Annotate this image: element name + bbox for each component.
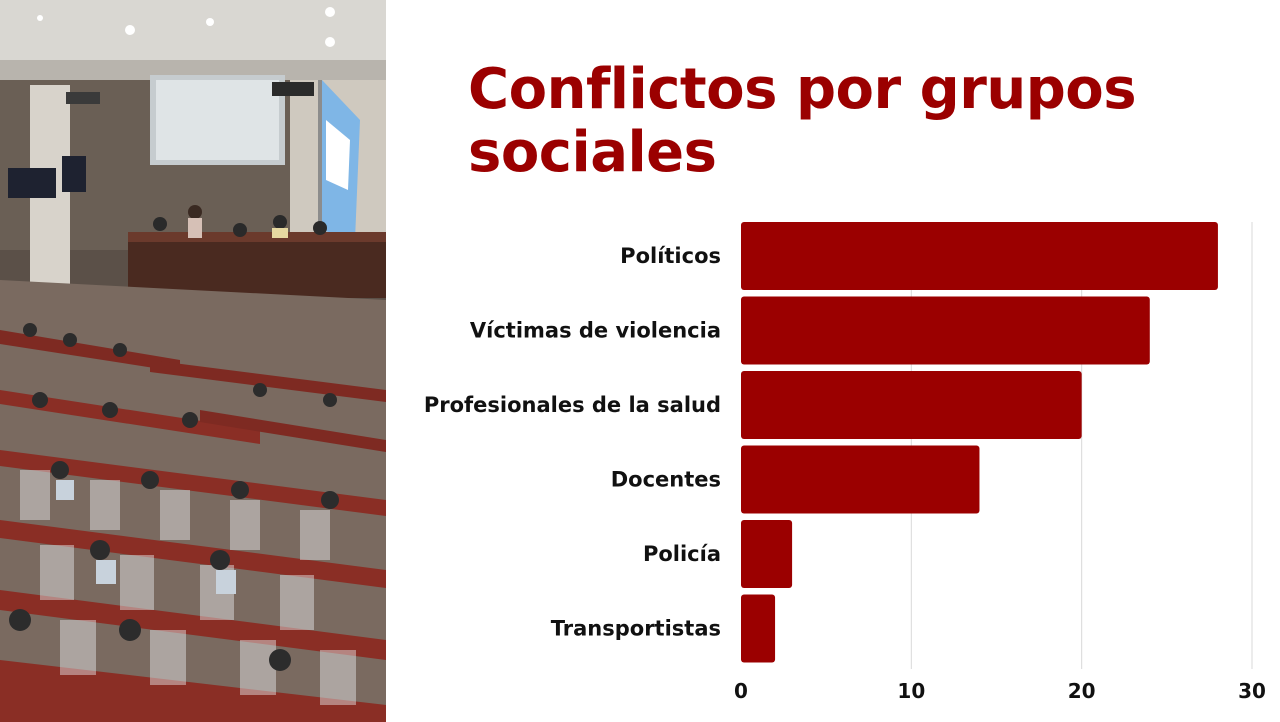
bar-1 xyxy=(741,296,1150,365)
category-label: Políticos xyxy=(620,244,721,268)
category-label: Víctimas de violencia xyxy=(470,319,721,343)
category-label: Profesionales de la salud xyxy=(424,393,721,417)
congress-chamber-image xyxy=(0,0,386,722)
bar-chart: Políticos Víctimas de violencia Profesiona… xyxy=(386,200,1280,722)
category-label: Policía xyxy=(643,542,721,566)
congress-photo xyxy=(0,0,386,722)
bar-3 xyxy=(741,445,980,514)
bar-chart-svg: Políticos Víctimas de violencia Profesiona… xyxy=(424,222,1266,703)
category-label: Docentes xyxy=(611,468,721,492)
x-tick-label: 0 xyxy=(734,679,748,703)
x-tick-label: 20 xyxy=(1068,679,1096,703)
bar-4 xyxy=(741,520,793,588)
bar-2 xyxy=(741,371,1082,439)
page-title: Conflictos por grupos sociales xyxy=(468,57,1137,185)
bar-0 xyxy=(741,222,1218,290)
bar-5 xyxy=(741,594,776,663)
x-tick-label: 10 xyxy=(897,679,925,703)
x-tick-label: 30 xyxy=(1238,679,1266,703)
category-label: Transportistas xyxy=(551,617,721,641)
